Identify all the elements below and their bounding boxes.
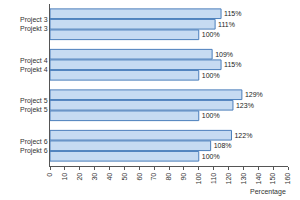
svg-text:115%: 115% (224, 61, 241, 68)
svg-text:40: 40 (106, 173, 113, 181)
svg-text:111%: 111% (218, 21, 235, 28)
svg-text:Project 5Projekt 5: Project 5Projekt 5 (20, 97, 48, 114)
svg-text:100%: 100% (202, 112, 220, 119)
svg-text:120: 120 (225, 173, 232, 185)
svg-text:50: 50 (121, 173, 128, 181)
svg-text:129%: 129% (245, 91, 263, 98)
svg-text:110: 110 (210, 173, 217, 184)
svg-text:10: 10 (61, 173, 68, 181)
svg-text:160: 160 (284, 173, 291, 185)
svg-text:122%: 122% (234, 132, 252, 139)
svg-text:70: 70 (150, 173, 157, 181)
svg-text:Project 4Projekt 4: Project 4Projekt 4 (20, 57, 48, 74)
svg-text:60: 60 (136, 173, 143, 181)
svg-text:Percentage: Percentage (250, 188, 286, 196)
svg-text:115%: 115% (224, 10, 241, 17)
svg-text:20: 20 (76, 173, 83, 181)
svg-text:150: 150 (269, 173, 276, 185)
svg-text:100%: 100% (202, 31, 220, 38)
svg-text:0: 0 (46, 173, 53, 177)
svg-text:108%: 108% (214, 142, 232, 149)
svg-text:100: 100 (195, 173, 202, 185)
svg-text:123%: 123% (236, 102, 254, 109)
svg-text:90: 90 (180, 173, 187, 181)
svg-text:Project 6Projekt 6: Project 6Projekt 6 (20, 138, 48, 155)
svg-text:109%: 109% (215, 51, 233, 58)
svg-text:Project 3Projekt 3: Project 3Projekt 3 (20, 16, 48, 33)
svg-text:140: 140 (255, 173, 262, 185)
svg-text:80: 80 (165, 173, 172, 181)
svg-text:30: 30 (91, 173, 98, 181)
svg-text:100%: 100% (202, 153, 220, 160)
svg-text:130: 130 (240, 173, 247, 185)
svg-text:100%: 100% (202, 72, 220, 79)
